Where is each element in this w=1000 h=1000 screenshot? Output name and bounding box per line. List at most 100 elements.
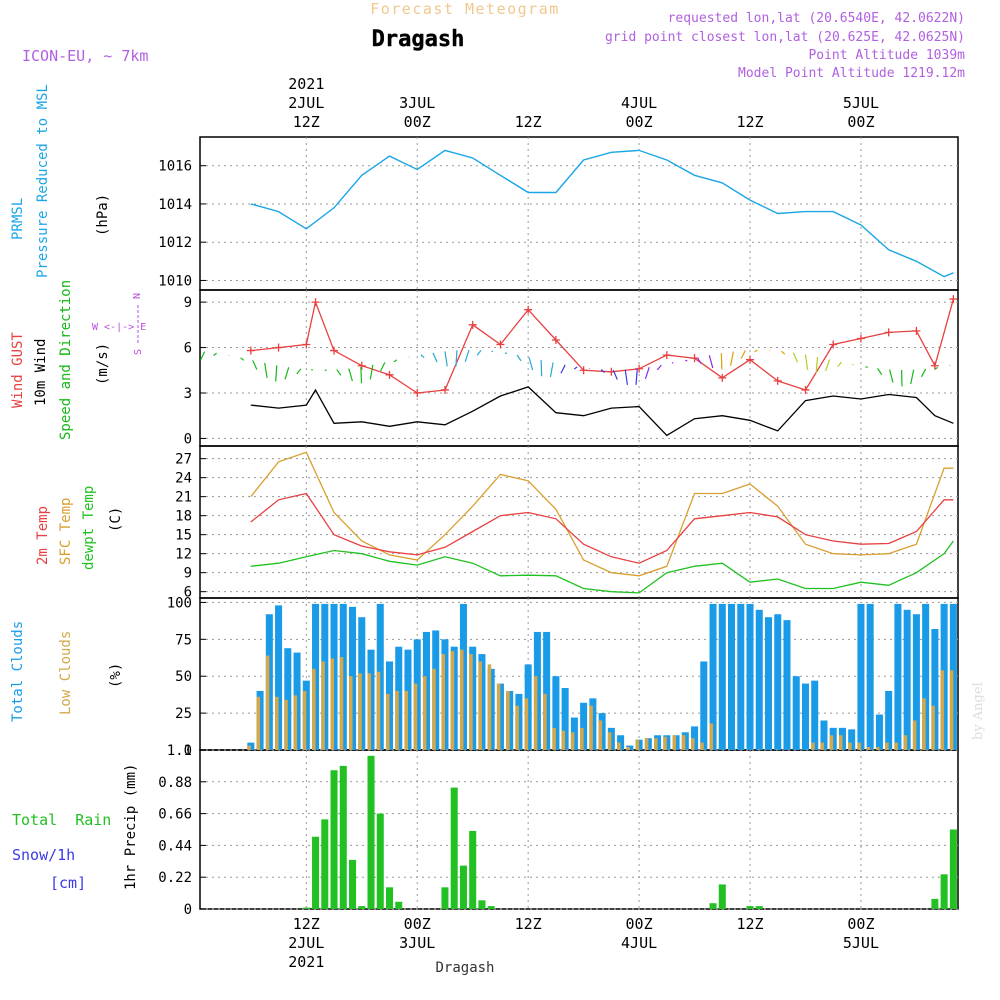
total-cloud-bar xyxy=(885,690,893,750)
total-cloud-bar xyxy=(875,714,883,750)
low-cloud-bar xyxy=(811,742,815,750)
precip-y-tick-label: 0.44 xyxy=(158,838,192,854)
wind-direction-arrow xyxy=(624,369,629,385)
low-cloud-bar xyxy=(358,673,362,750)
wind-y-tick-label: 6 xyxy=(184,341,192,357)
total-cloud-bar xyxy=(764,617,773,750)
low-cloud-bar xyxy=(284,699,288,750)
wind-direction-arrow xyxy=(754,349,758,353)
panel-frames xyxy=(199,136,959,910)
wind-direction-arrow xyxy=(740,350,746,359)
total-cloud-bar xyxy=(737,603,745,750)
rain-bar xyxy=(395,901,403,909)
compass-rose: N W <-|-> E S xyxy=(92,293,146,355)
wind-direction-arrow xyxy=(600,369,605,373)
rain-bar xyxy=(940,874,948,909)
low-cloud-bar xyxy=(385,693,390,750)
rain-bar xyxy=(385,887,394,909)
low-cloud-bar xyxy=(922,698,926,750)
low-clouds-label: Low Clouds xyxy=(58,631,74,715)
total-cloud-bar xyxy=(820,720,828,750)
wind-direction-arrow xyxy=(708,355,714,369)
bottom-time-label: 4JUL xyxy=(621,934,657,952)
low-cloud-bar xyxy=(820,742,824,750)
wind-y-tick-label: 3 xyxy=(184,386,192,402)
temp-y-tick-label: 24 xyxy=(175,471,192,487)
wind-gust-marker xyxy=(801,385,810,394)
model-label: ICON-EU, ~ 7km xyxy=(22,47,148,65)
total-cloud-bar xyxy=(746,603,754,750)
rain-bar xyxy=(459,865,467,909)
point-altitude: Point Altitude 1039m xyxy=(808,48,965,63)
low-cloud-bar xyxy=(487,664,492,750)
low-cloud-bar xyxy=(413,683,418,750)
wind-direction-arrow xyxy=(889,369,894,383)
total-cloud-bar xyxy=(857,603,865,750)
rain-bar xyxy=(718,884,726,909)
wind-y-tick-label: 0 xyxy=(184,431,192,447)
wind-10m-line xyxy=(250,386,954,437)
rain-bar xyxy=(330,770,338,909)
wind-direction-arrow xyxy=(804,354,809,370)
wind-direction-arrow xyxy=(420,354,425,359)
wind-gust-marker xyxy=(718,373,727,382)
total-cloud-bar xyxy=(912,614,920,750)
wind-direction-arrow xyxy=(444,351,448,367)
wind-gust-marker xyxy=(884,328,893,337)
low-cloud-bar xyxy=(691,738,695,750)
bottom-time-label: 3JUL xyxy=(399,934,435,952)
rain-bar xyxy=(746,906,754,909)
wind-gust-marker xyxy=(311,298,320,307)
wind-direction-arrow xyxy=(504,352,508,355)
low-cloud-bar xyxy=(349,676,353,750)
total-cloud-bar xyxy=(275,605,283,750)
cloud-y-tick-label: 75 xyxy=(175,632,192,648)
total-cloud-bar xyxy=(709,603,717,750)
low-cloud-bar xyxy=(654,738,658,750)
rain-bar xyxy=(376,813,384,909)
bottom-time-label: 2JUL xyxy=(288,934,324,952)
low-cloud-bar xyxy=(829,735,834,750)
wind-direction-arrow xyxy=(730,351,734,366)
low-cloud-bar xyxy=(469,654,473,750)
low-cloud-bar xyxy=(570,732,575,750)
total-rain-label: Total Rain xyxy=(12,811,111,829)
wind-direction-arrow xyxy=(560,364,566,374)
snow-unit-label: [cm] xyxy=(50,874,86,892)
total-cloud-bar xyxy=(931,628,939,750)
low-cloud-bar xyxy=(422,676,427,750)
requested-coords: requested lon,lat (20.6540E, 42.0622N) xyxy=(668,11,965,26)
wind-speed-dir-label: Speed and Direction xyxy=(58,280,74,440)
wind-direction-arrow xyxy=(240,357,245,361)
temp-y-tick-label: 6 xyxy=(184,585,192,601)
low-cloud-bar xyxy=(478,661,482,750)
rain-bar xyxy=(358,906,366,909)
low-cloud-bar xyxy=(506,690,510,750)
wind-gust-marker xyxy=(302,340,311,349)
wind-direction-arrow xyxy=(612,369,618,380)
low-cloud-bar xyxy=(543,693,547,750)
total-cloud-bar xyxy=(792,676,800,750)
bottom-time-label: 12Z xyxy=(515,915,542,933)
rain-bar xyxy=(302,907,310,909)
wind-direction-arrow xyxy=(910,369,915,385)
precip-y-tick-label: 0 xyxy=(184,902,192,918)
low-cloud-bar xyxy=(256,696,261,750)
wind-gust-marker xyxy=(773,376,782,385)
wind-direction-arrow xyxy=(455,350,458,367)
precip-plot: 0 0.22 0.44 0.66 0.88 1.1 xyxy=(158,743,958,918)
top-time-label: 12Z xyxy=(515,113,542,131)
compass-n-label: N xyxy=(132,293,143,299)
pressure-y-tick-label: 1012 xyxy=(158,235,192,251)
rain-bar xyxy=(478,900,486,909)
pressure-unit-label: (hPa) xyxy=(95,194,111,236)
precip-y-tick-label: 0.66 xyxy=(158,807,192,823)
wind-direction-arrow xyxy=(360,366,363,384)
low-cloud-bar xyxy=(626,747,630,750)
wind-direction-arrow xyxy=(199,351,206,361)
wind-gust-marker xyxy=(357,361,366,370)
wind-direction-arrow xyxy=(393,359,398,363)
low-cloud-bar xyxy=(561,730,566,750)
low-cloud-bar xyxy=(644,738,649,750)
total-cloud-bar xyxy=(811,680,819,750)
